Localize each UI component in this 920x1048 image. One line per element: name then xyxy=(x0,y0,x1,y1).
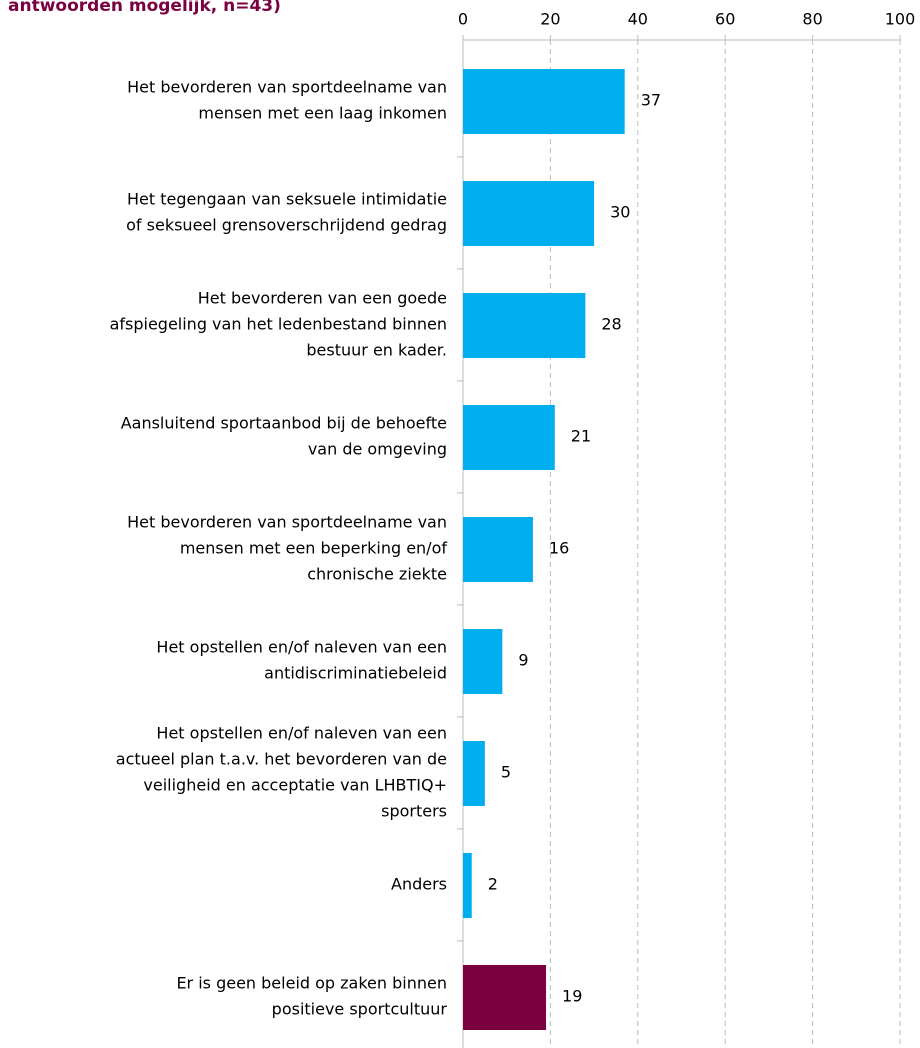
bar xyxy=(463,965,547,1030)
y-tick-label: Het tegengaan van seksuele intimidatie xyxy=(127,190,447,209)
y-tick-label: Het bevorderen van sportdeelname van xyxy=(127,78,447,97)
chart-title: antwoorden mogelijk, n=43) xyxy=(8,0,281,16)
bar xyxy=(463,293,586,358)
y-tick-label: Het bevorderen van sportdeelname van xyxy=(127,513,447,532)
y-tick-label: chronische ziekte xyxy=(307,565,447,584)
y-tick-label: mensen met een beperking en/of xyxy=(180,539,448,558)
value-label: 30 xyxy=(610,203,630,222)
y-tick-label: positieve sportcultuur xyxy=(272,1000,448,1019)
y-tick-label: actueel plan t.a.v. het bevorderen van d… xyxy=(116,750,447,769)
value-label: 9 xyxy=(518,651,528,670)
bar xyxy=(463,629,503,694)
bar xyxy=(463,405,555,470)
value-label: 5 xyxy=(501,763,511,782)
value-label: 21 xyxy=(571,427,591,446)
y-tick-label: bestuur en kader. xyxy=(306,341,447,360)
bar xyxy=(463,741,485,806)
y-tick-label: antidiscriminatiebeleid xyxy=(264,664,447,683)
bar xyxy=(463,69,625,134)
y-tick-label: afspiegeling van het ledenbestand binnen xyxy=(110,315,447,334)
y-tick-label: mensen met een laag inkomen xyxy=(198,104,447,123)
value-label: 19 xyxy=(562,987,582,1006)
y-tick-label: sporters xyxy=(381,802,447,821)
y-tick-label: Het opstellen en/of naleven van een xyxy=(156,638,447,657)
y-tick-label: of seksueel grensoverschrijdend gedrag xyxy=(126,216,447,235)
bar xyxy=(463,853,472,918)
x-tick-label: 20 xyxy=(540,10,560,29)
y-tick-label: veiligheid en acceptatie van LHBTIQ+ xyxy=(143,776,447,795)
y-tick-label: Aansluitend sportaanbod bij de behoefte xyxy=(121,414,447,433)
value-label: 16 xyxy=(549,539,569,558)
x-tick-label: 100 xyxy=(885,10,916,29)
value-label: 2 xyxy=(488,875,498,894)
x-tick-label: 60 xyxy=(715,10,735,29)
y-tick-label: Er is geen beleid op zaken binnen xyxy=(176,974,447,993)
y-tick-label: Het bevorderen van een goede xyxy=(198,289,447,308)
y-tick-label: Het opstellen en/of naleven van een xyxy=(156,724,447,743)
value-label: 28 xyxy=(601,315,621,334)
bar xyxy=(463,181,595,246)
bar xyxy=(463,517,533,582)
y-tick-label: Anders xyxy=(391,875,447,894)
y-tick-label: van de omgeving xyxy=(308,440,447,459)
x-tick-label: 40 xyxy=(628,10,648,29)
x-tick-label: 80 xyxy=(802,10,822,29)
value-label: 37 xyxy=(641,91,661,110)
x-tick-label: 0 xyxy=(458,10,468,29)
